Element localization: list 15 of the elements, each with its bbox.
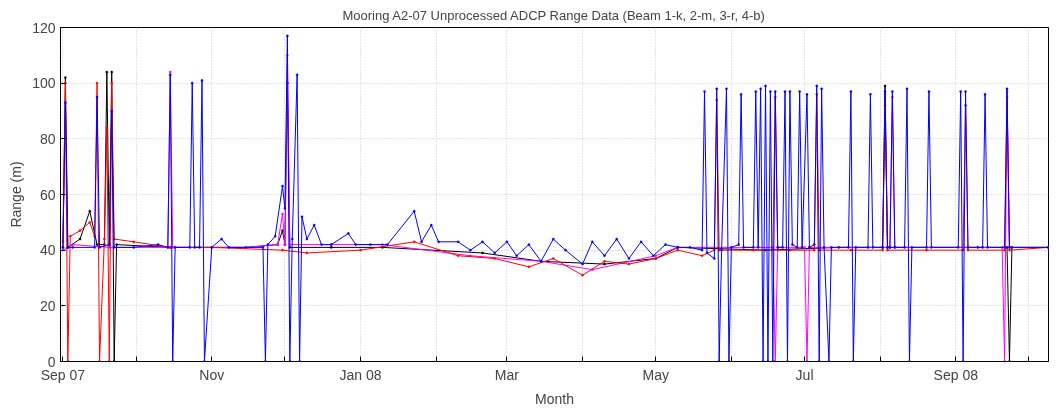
- x-tick-label: Nov: [199, 366, 225, 383]
- y-tick-label: 120: [32, 19, 56, 36]
- y-tick-label: 80: [39, 130, 56, 147]
- x-axis-title: Month: [535, 390, 574, 407]
- x-tick-label: Sep 08: [933, 366, 979, 383]
- y-tick-label: 20: [39, 297, 56, 314]
- y-axis-title: Range (m): [8, 161, 25, 228]
- y-tick-label: 60: [39, 186, 56, 203]
- y-tick-label: 40: [39, 242, 56, 259]
- chart-title: Mooring A2-07 Unprocessed ADCP Range Data (Beam 1-k, 2-m, 3-r, 4-b): [342, 7, 765, 23]
- y-tick-label: 100: [32, 75, 56, 92]
- x-tick-label: Mar: [494, 366, 520, 383]
- x-tick-label: Jan 08: [339, 366, 382, 383]
- x-tick-label: May: [642, 366, 669, 383]
- x-tick-label: Jul: [795, 366, 814, 383]
